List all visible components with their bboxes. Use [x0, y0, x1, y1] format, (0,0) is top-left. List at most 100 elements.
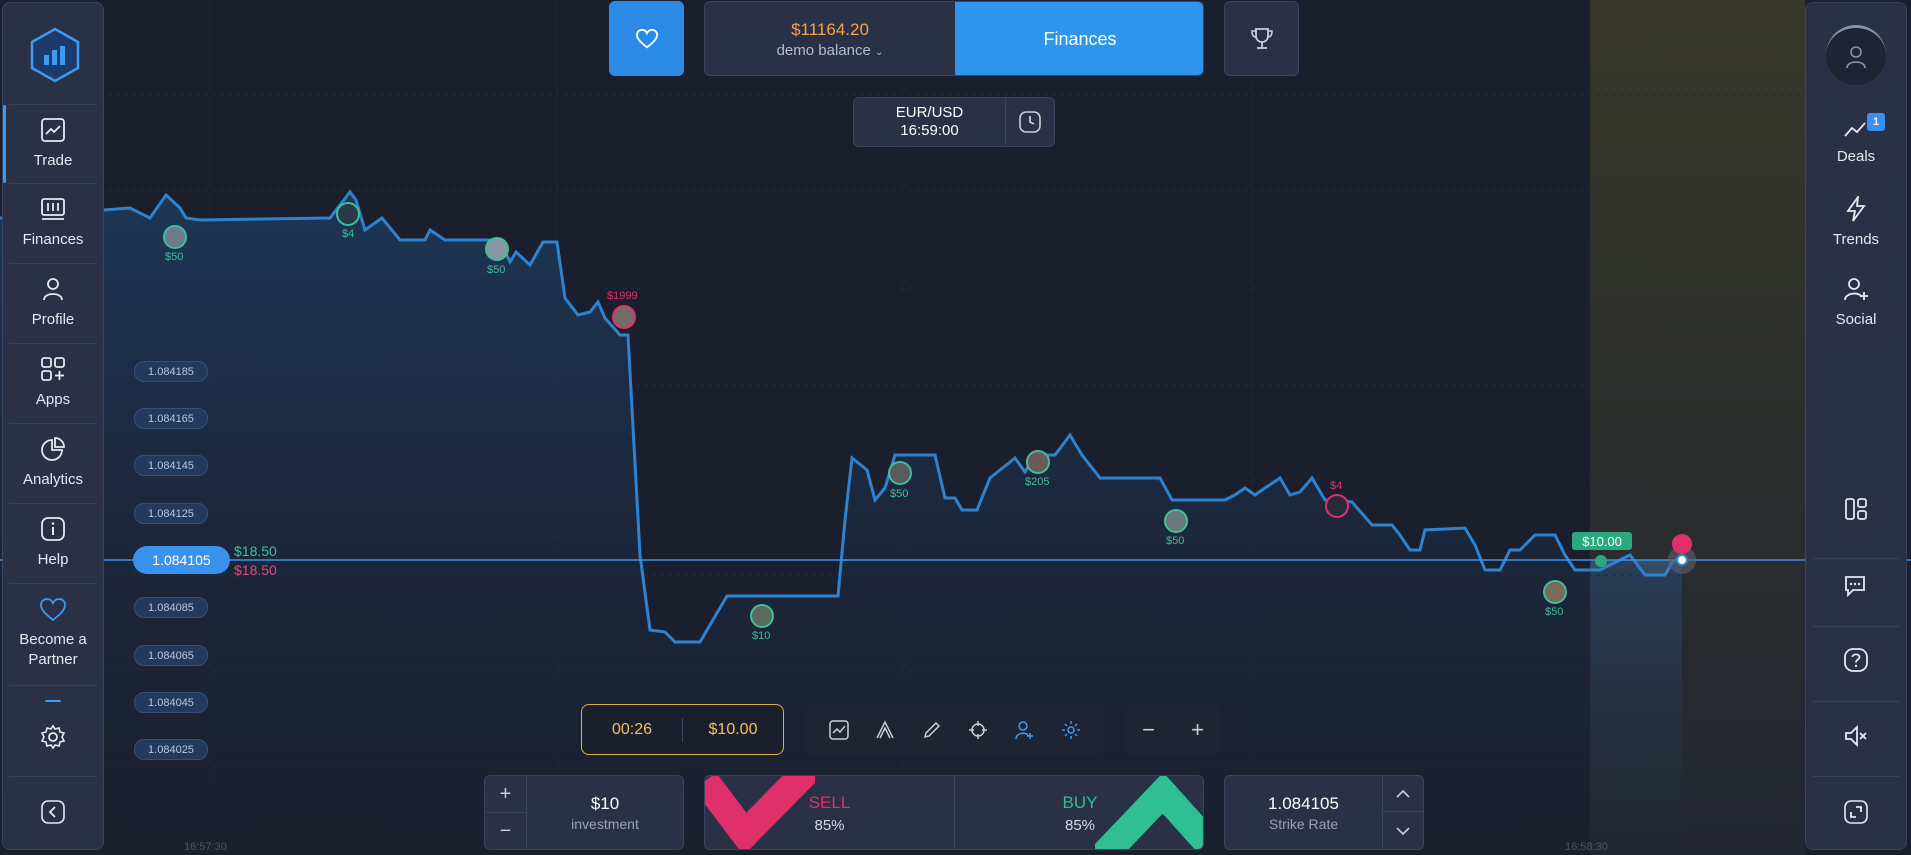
expiry-amount-box[interactable]: 00:26 $10.00 [581, 704, 784, 755]
chevron-left-icon [41, 799, 65, 824]
signals-icon[interactable] [1061, 720, 1081, 740]
clock-icon [1019, 111, 1041, 133]
support-button[interactable] [1806, 636, 1906, 692]
annotation-label: $50 [890, 488, 909, 500]
strike-increase-button[interactable] [1383, 776, 1423, 812]
trader-avatar [750, 604, 774, 628]
buy-payout: 85% [1064, 817, 1096, 834]
sidebar-item-apps[interactable]: Apps [3, 344, 103, 423]
sidebar-item-deals[interactable]: Deals [1806, 108, 1906, 178]
tournaments-button[interactable] [1224, 1, 1299, 76]
trade-buttons: SELL 85% BUY 85% [704, 775, 1204, 850]
sound-button[interactable] [1806, 712, 1906, 768]
buy-button[interactable]: BUY 85% [955, 776, 1203, 849]
sidebar-item-trade[interactable]: Trade [3, 105, 103, 183]
time-button[interactable] [1006, 98, 1054, 146]
layout-button[interactable] [1806, 485, 1906, 541]
price-axis-label: 1.084145 [134, 455, 208, 476]
lightning-icon [1846, 195, 1866, 222]
investment-increase-button[interactable]: + [485, 776, 527, 813]
sell-button[interactable]: SELL 85% [705, 776, 955, 849]
user-icon [1846, 45, 1866, 68]
crosshair-icon[interactable] [968, 720, 988, 740]
investment-decrease-button[interactable]: − [485, 813, 527, 849]
chevron-up-icon [1396, 789, 1410, 798]
time-axis-label: 16:57:30 [184, 841, 227, 853]
price-axis-label: 1.084125 [134, 503, 208, 524]
finances-button[interactable]: Finances [955, 2, 1203, 75]
price-area [0, 192, 1682, 855]
asset-pair: EUR/USD [895, 104, 964, 121]
trader-avatar [888, 461, 912, 485]
trophy-icon [1250, 27, 1273, 49]
trader-avatar [612, 305, 636, 329]
chart-type-icon[interactable] [829, 719, 849, 740]
trader-avatar [1325, 494, 1349, 518]
asset-selector[interactable]: EUR/USD 16:59:00 [853, 97, 1055, 147]
price-axis-label: 1.084185 [134, 361, 208, 382]
time-axis-label: 16:58:30 [1565, 841, 1608, 853]
sidebar-item-label: Help [37, 551, 69, 569]
trader-avatar [1026, 450, 1050, 474]
sidebar-item-partner[interactable]: Become a Partner [3, 584, 103, 684]
sidebar-item-label: Analytics [22, 471, 84, 489]
heart-icon [635, 28, 658, 48]
pencil-icon[interactable] [922, 720, 942, 740]
zoom-in-button[interactable]: + [1191, 716, 1204, 742]
sidebar-item-label: Finances [22, 231, 84, 249]
deal-point [1595, 555, 1607, 567]
trade-markers [163, 202, 1696, 628]
zoom-out-button[interactable]: − [1142, 716, 1155, 742]
sidebar-item-finances[interactable]: Finances [3, 184, 103, 263]
annotation-label: $50 [1545, 606, 1564, 618]
chevron-down-icon: ⌄ [875, 47, 884, 58]
finances-icon [41, 198, 65, 221]
asset-info[interactable]: EUR/USD 16:59:00 [854, 98, 1006, 146]
logo-icon[interactable] [29, 27, 81, 88]
annotation-label: $50 [165, 251, 184, 263]
sidebar-item-label: Social [1835, 310, 1877, 328]
trade-amount[interactable]: $10.00 [708, 720, 758, 738]
payout-down-label: $18.50 [234, 562, 277, 578]
price-axis-label: 1.084045 [134, 692, 208, 713]
collapse-sidebar-button[interactable] [3, 788, 103, 843]
current-price-badge: 1.084105 [133, 546, 230, 574]
social-trading-icon[interactable] [1014, 720, 1034, 740]
strike-decrease-button[interactable] [1383, 813, 1423, 849]
favorites-button[interactable] [609, 1, 684, 76]
investment-value: $10 [590, 793, 620, 813]
sidebar-item-label: Apps [35, 391, 71, 409]
chevron-down-icon [1396, 827, 1410, 836]
sidebar-item-help[interactable]: Help [3, 504, 103, 583]
avatar[interactable] [1826, 25, 1886, 85]
indicators-icon[interactable] [875, 719, 895, 740]
price-line [0, 189, 1683, 644]
layout-icon [1845, 498, 1867, 520]
fullscreen-button[interactable] [1806, 788, 1906, 843]
settings-button[interactable] [3, 713, 103, 768]
chart-icon [41, 117, 65, 142]
gear-icon [40, 724, 66, 749]
chat-button[interactable] [1806, 561, 1906, 621]
sidebar-item-label: Profile [31, 311, 75, 329]
expiry-timer[interactable]: 00:26 [611, 720, 653, 738]
trader-avatar [1543, 580, 1567, 604]
live-point [1676, 554, 1688, 566]
apps-icon [41, 357, 65, 382]
open-deal-tag[interactable]: $10.00 [1572, 532, 1632, 550]
sidebar-item-profile[interactable]: Profile [3, 264, 103, 343]
investment-panel: + − $10 investment [484, 775, 684, 850]
balance-selector[interactable]: $11164.20 demo balance ⌄ [705, 2, 955, 75]
strike-rate-field[interactable]: 1.084105 Strike Rate [1225, 776, 1383, 849]
sidebar-item-social[interactable]: Social [1806, 268, 1906, 338]
sidebar-item-analytics[interactable]: Analytics [3, 424, 103, 503]
investment-field[interactable]: $10 investment [527, 776, 683, 849]
strike-rate-panel: 1.084105 Strike Rate [1224, 775, 1424, 850]
price-axis-label: 1.084085 [134, 597, 208, 618]
right-sidebar: Deals 1 Trends Social [1805, 2, 1907, 850]
sidebar-item-label: Trends [1832, 230, 1880, 248]
price-axis-label: 1.084025 [134, 739, 208, 760]
sidebar-item-trends[interactable]: Trends [1806, 188, 1906, 258]
